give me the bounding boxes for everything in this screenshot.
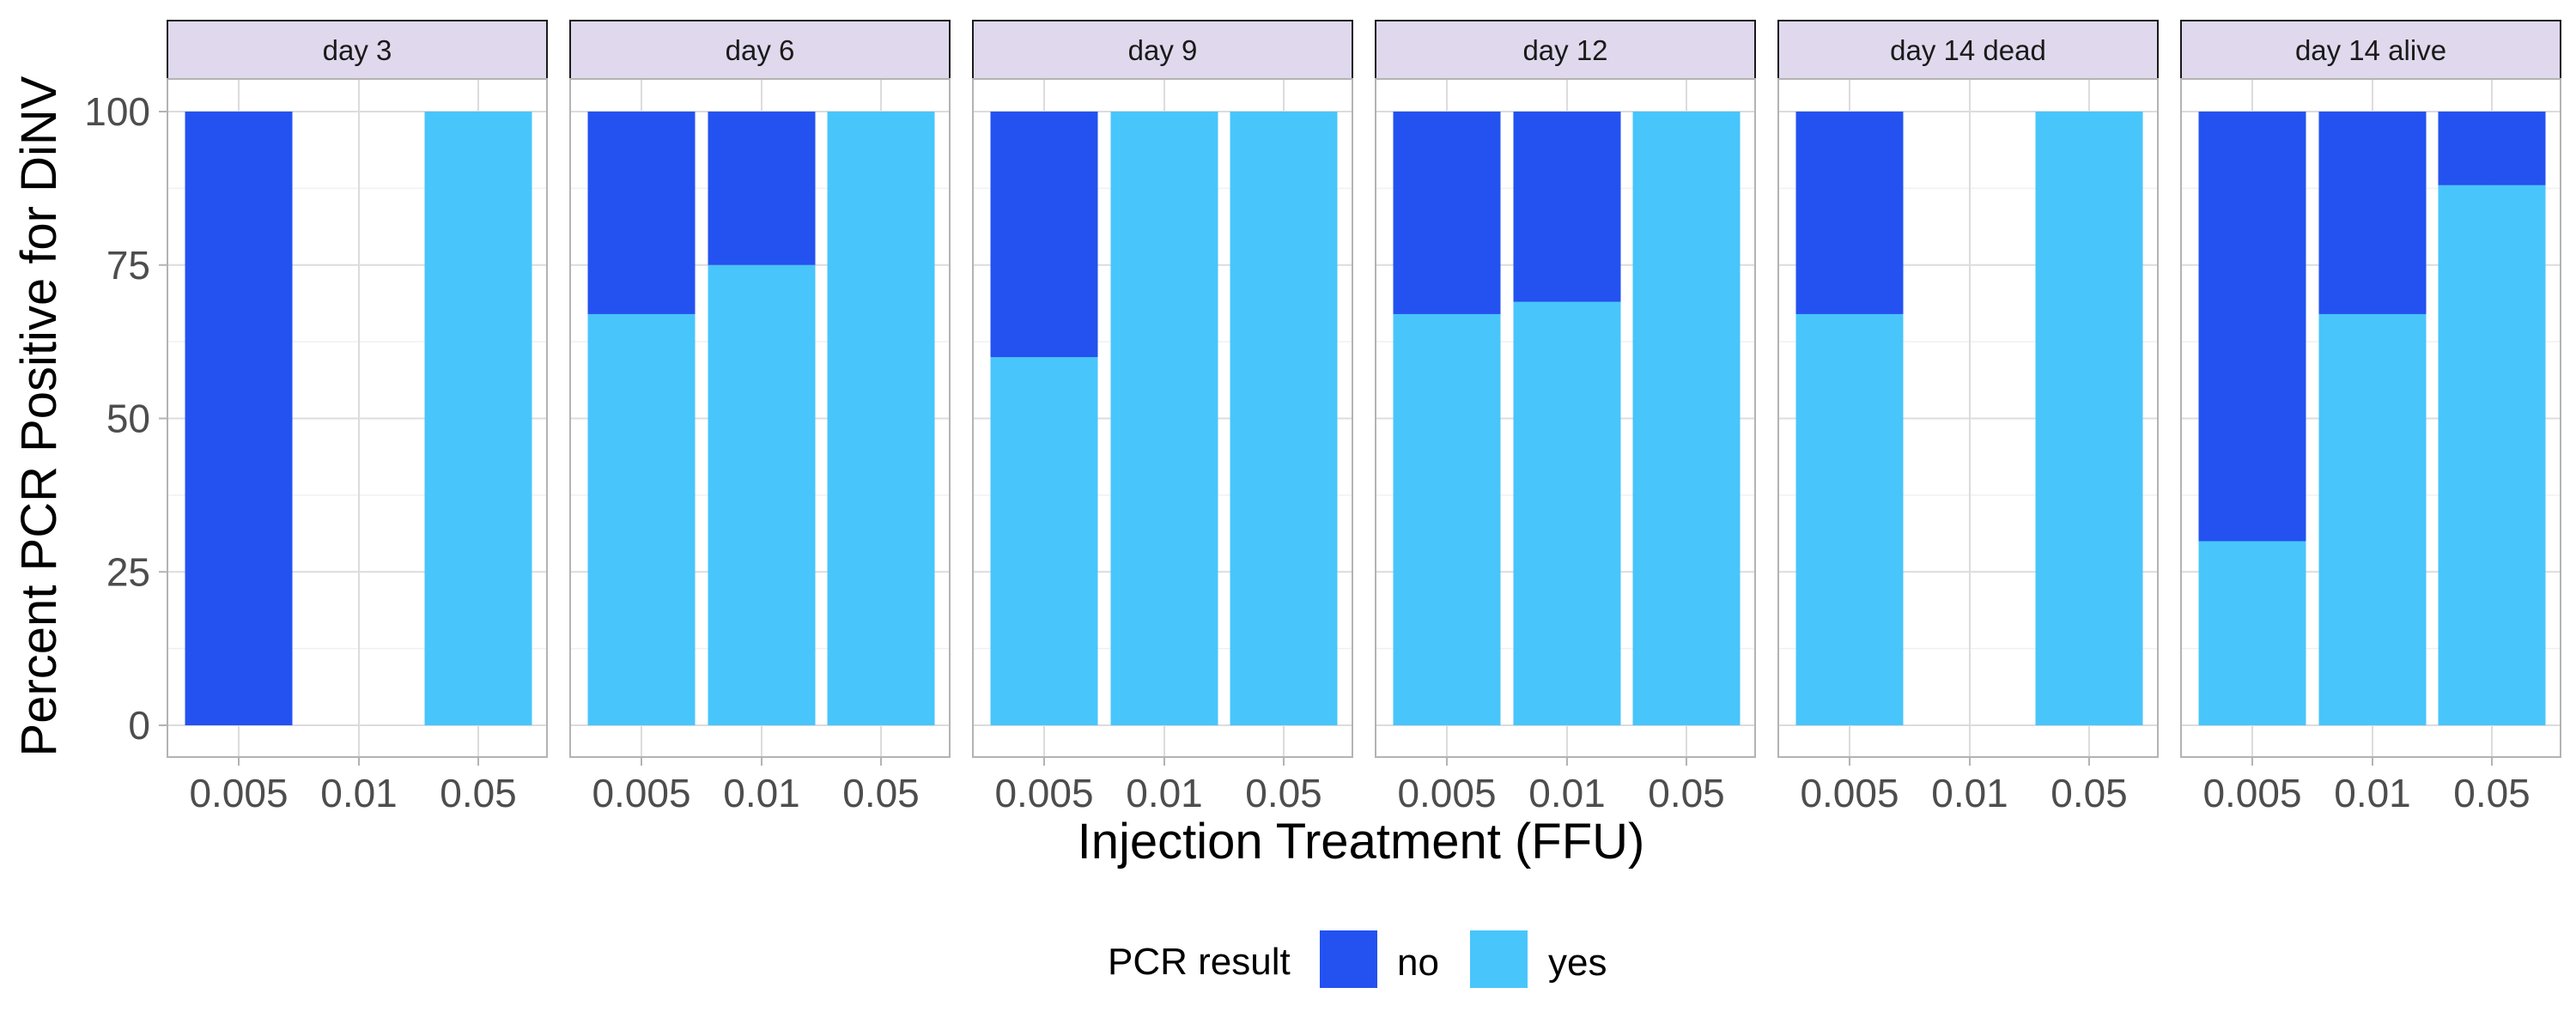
x-tick-label: 0.005 bbox=[592, 771, 690, 815]
x-tick-label: 0.01 bbox=[723, 771, 800, 815]
facet-strip bbox=[1777, 20, 2159, 80]
facet-label: day 6 bbox=[726, 34, 795, 66]
bar-yes-0.01 bbox=[708, 264, 816, 725]
x-tick-label: 0.05 bbox=[1245, 771, 1322, 815]
y-axis-title: Percent PCR Positive for DiNV bbox=[11, 76, 67, 756]
x-tick-label: 0.05 bbox=[2453, 771, 2530, 815]
panel-2: day 9 0.005 0.01 0.05 bbox=[972, 20, 1353, 815]
panel-border bbox=[2180, 78, 2561, 758]
bar-yes-0.01 bbox=[1110, 112, 1218, 725]
legend-label-no: no bbox=[1397, 942, 1439, 984]
bar-yes-0.05 bbox=[1230, 112, 1338, 725]
bar-no-0.01 bbox=[708, 112, 816, 265]
bar-no-0.005 bbox=[1795, 112, 1904, 314]
facet-strip bbox=[569, 20, 951, 80]
bar-yes-0.05 bbox=[2035, 112, 2143, 725]
bar-yes-0.005 bbox=[1795, 313, 1904, 725]
bar-no-0.005 bbox=[185, 112, 293, 725]
bar-yes-0.05 bbox=[2438, 185, 2546, 726]
bar-no-0.01 bbox=[2318, 112, 2427, 314]
x-tick-label: 0.01 bbox=[1126, 771, 1203, 815]
facet-label: day 3 bbox=[323, 34, 392, 66]
y-tick-label: 25 bbox=[106, 549, 150, 594]
bar-yes-0.005 bbox=[2198, 541, 2306, 725]
bar-no-0.005 bbox=[587, 112, 696, 314]
panel-5: day 14 alive 0.005 0.01 0.05 bbox=[2180, 20, 2561, 815]
x-tick-label: 0.005 bbox=[2202, 771, 2301, 815]
facet-label: day 14 alive bbox=[2295, 34, 2446, 66]
panel-1: day 6 0.005 0.01 0.05 bbox=[569, 20, 951, 815]
legend-key-no bbox=[1320, 930, 1377, 988]
bar-yes-0.01 bbox=[1513, 301, 1621, 725]
facet-strip bbox=[167, 20, 548, 80]
panel-border bbox=[1375, 78, 1756, 758]
x-tick-label: 0.01 bbox=[1931, 771, 2008, 815]
bar-yes-0.005 bbox=[1393, 313, 1501, 725]
panel-4: day 14 dead 0.005 0.01 0.05 bbox=[1777, 20, 2159, 815]
bar-no-0.005 bbox=[990, 112, 1098, 357]
bar-no-0.01 bbox=[1513, 112, 1621, 302]
x-tick-label: 0.05 bbox=[440, 771, 517, 815]
x-tick-label: 0.005 bbox=[1800, 771, 1899, 815]
legend-title: PCR result bbox=[1108, 941, 1291, 983]
bar-yes-0.05 bbox=[827, 112, 935, 725]
legend-key-yes bbox=[1470, 930, 1528, 988]
panel-border bbox=[569, 78, 951, 758]
facet-label: day 12 bbox=[1522, 34, 1607, 66]
facet-label: day 14 dead bbox=[1890, 34, 2046, 66]
bar-yes-0.01 bbox=[2318, 313, 2427, 725]
bar-yes-0.05 bbox=[424, 112, 532, 725]
y-axis: 0 25 50 75 100 bbox=[84, 89, 167, 748]
bar-yes-0.05 bbox=[1632, 112, 1741, 725]
bar-no-0.005 bbox=[2198, 112, 2306, 542]
panel-0: day 3 0.005 0.01 0.05 bbox=[167, 20, 548, 815]
bar-no-0.05 bbox=[2438, 112, 2546, 185]
x-tick-label: 0.01 bbox=[2334, 771, 2411, 815]
x-tick-label: 0.01 bbox=[320, 771, 398, 815]
y-tick-label: 100 bbox=[84, 89, 150, 134]
x-tick-label: 0.005 bbox=[189, 771, 288, 815]
x-tick-label: 0.005 bbox=[994, 771, 1093, 815]
bar-yes-0.005 bbox=[990, 357, 1098, 725]
facet-label: day 9 bbox=[1128, 34, 1198, 66]
bar-yes-0.005 bbox=[587, 313, 696, 725]
panel-border bbox=[972, 78, 1353, 758]
legend-label-yes: yes bbox=[1548, 942, 1607, 984]
facet-strip bbox=[972, 20, 1353, 80]
x-tick-label: 0.005 bbox=[1397, 771, 1496, 815]
panel-border bbox=[1777, 78, 2159, 758]
bar-no-0.005 bbox=[1393, 112, 1501, 314]
x-tick-label: 0.05 bbox=[842, 771, 920, 815]
x-tick-label: 0.05 bbox=[1648, 771, 1725, 815]
y-tick-label: 75 bbox=[106, 243, 150, 288]
y-tick-label: 0 bbox=[128, 703, 150, 748]
x-tick-label: 0.05 bbox=[2050, 771, 2128, 815]
facet-strip bbox=[1375, 20, 1756, 80]
x-axis-title: Injection Treatment (FFU) bbox=[1078, 814, 1645, 869]
legend: PCR result no yes bbox=[1108, 930, 1607, 988]
y-tick-label: 50 bbox=[106, 397, 150, 441]
facet-strip bbox=[2180, 20, 2561, 80]
panel-3: day 12 0.005 0.01 0.05 bbox=[1375, 20, 1756, 815]
x-tick-label: 0.01 bbox=[1528, 771, 1606, 815]
